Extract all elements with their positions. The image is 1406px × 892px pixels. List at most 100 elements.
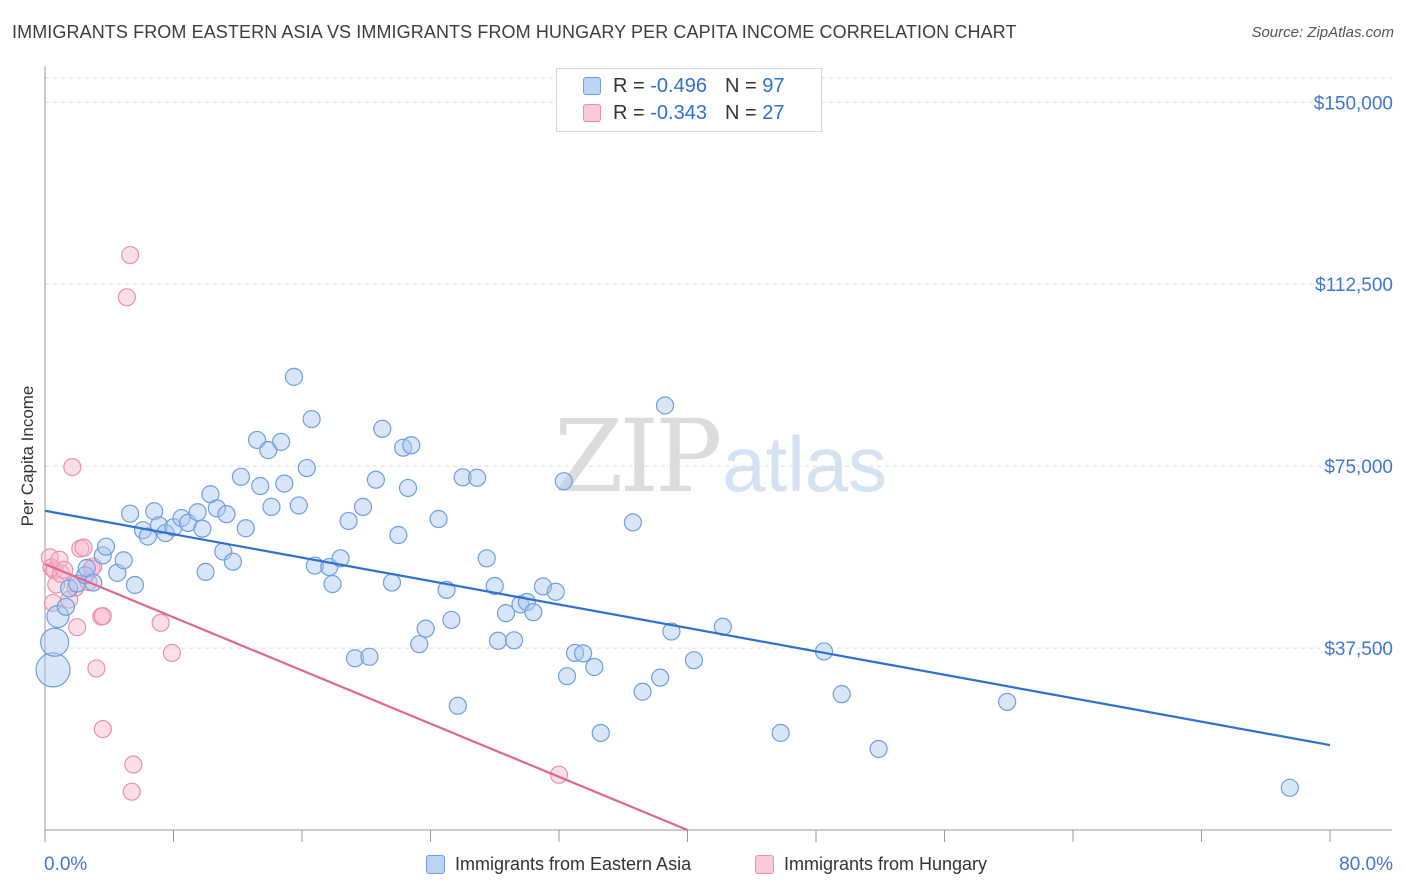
data-point-eastern-asia [546, 582, 565, 601]
grid-lines [45, 77, 1392, 649]
legend-r-value: -0.343 [650, 101, 707, 124]
data-point-eastern-asia [651, 668, 670, 687]
data-point-eastern-asia [40, 627, 70, 657]
data-point-hungary [124, 755, 143, 774]
legend-n-label: N = [724, 101, 757, 124]
data-point-eastern-asia [382, 573, 402, 592]
legend-swatch-pink [583, 104, 601, 122]
data-point-eastern-asia [366, 470, 385, 489]
legend-row-eastern-asia: R = -0.496 N = 97 [583, 74, 784, 98]
data-point-eastern-asia [188, 503, 207, 522]
legend-n-value: 97 [762, 74, 785, 97]
data-point-eastern-asia [360, 647, 379, 666]
data-point-eastern-asia [247, 430, 267, 450]
data-point-eastern-asia [771, 723, 790, 743]
data-point-eastern-asia [236, 519, 255, 538]
legend-n-label: N = [724, 74, 757, 97]
data-point-eastern-asia [223, 552, 243, 571]
data-point-eastern-asia [121, 504, 140, 523]
data-point-hungary [122, 782, 141, 801]
bottom-legend-eastern-asia: Immigrants from Eastern Asia [426, 851, 691, 877]
trend-lines [44, 509, 1331, 832]
correlation-legend: R = -0.496 N = 97 R = -0.343 N = 27 [556, 68, 822, 132]
axes [44, 66, 1392, 842]
legend-swatch-blue [583, 77, 601, 95]
data-point-eastern-asia [442, 610, 461, 630]
eastern-asia-points [35, 367, 1299, 797]
data-point-eastern-asia [453, 468, 472, 487]
data-point-eastern-asia [398, 478, 418, 498]
watermark: ZIPatlas [554, 398, 887, 515]
data-point-eastern-asia [633, 682, 652, 701]
data-point-hungary [93, 719, 112, 739]
data-point-eastern-asia [557, 667, 577, 686]
data-point-eastern-asia [196, 562, 215, 581]
data-point-eastern-asia [591, 723, 610, 743]
data-point-eastern-asia [573, 644, 593, 663]
y-tick-label: $75,000 [1324, 457, 1393, 478]
data-point-hungary [162, 643, 181, 663]
data-point-hungary [68, 618, 87, 637]
data-point-eastern-asia [429, 509, 448, 529]
data-point-hungary [93, 606, 112, 626]
data-point-eastern-asia [684, 651, 704, 670]
data-point-eastern-asia [448, 696, 467, 715]
data-point-eastern-asia [496, 604, 516, 623]
data-point-eastern-asia [410, 635, 429, 654]
legend-n-value: 27 [762, 101, 785, 124]
data-point-hungary [74, 538, 93, 557]
data-point-eastern-asia [524, 603, 543, 622]
data-point-eastern-asia [554, 472, 573, 491]
data-point-eastern-asia [231, 467, 251, 486]
watermark-zip: ZIP [554, 398, 722, 515]
data-point-eastern-asia [655, 396, 675, 415]
watermark-atlas: atlas [722, 420, 888, 508]
data-point-hungary [87, 659, 106, 678]
data-point-eastern-asia [125, 575, 145, 595]
data-point-eastern-asia [145, 502, 164, 521]
data-point-eastern-asia [1280, 778, 1299, 797]
data-point-eastern-asia [504, 631, 524, 650]
data-point-eastern-asia [297, 458, 316, 478]
data-point-eastern-asia [96, 537, 116, 556]
bottom-legend-hungary: Immigrants from Hungary [755, 851, 987, 877]
data-point-eastern-asia [138, 527, 157, 546]
legend-r-value: -0.496 [650, 74, 707, 97]
data-point-eastern-asia [284, 367, 304, 386]
data-point-hungary [50, 550, 69, 569]
data-point-eastern-asia [259, 441, 278, 460]
data-point-eastern-asia [217, 505, 236, 524]
bottom-legend-label: Immigrants from Eastern Asia [455, 853, 692, 874]
data-point-eastern-asia [416, 619, 435, 638]
data-point-eastern-asia [331, 549, 350, 568]
data-point-eastern-asia [207, 499, 226, 518]
data-point-hungary [117, 288, 137, 307]
source-label: Source: ZipAtlas.com [1251, 24, 1394, 41]
data-point-eastern-asia [56, 597, 75, 616]
data-point-eastern-asia [302, 409, 321, 429]
data-point-eastern-asia [251, 476, 270, 496]
data-point-eastern-asia [262, 497, 281, 516]
y-tick-label: $150,000 [1314, 93, 1393, 114]
chart-title: IMMIGRANTS FROM EASTERN ASIA VS IMMIGRAN… [12, 22, 1017, 42]
data-point-eastern-asia [477, 549, 496, 568]
data-point-eastern-asia [402, 436, 421, 455]
trend-line-eastern-asia [44, 509, 1331, 747]
tick-labels: $37,500 $75,000 $112,500 $150,000 0.0% 80.0% [44, 93, 1393, 875]
data-point-eastern-asia [114, 551, 133, 570]
bottom-legend-swatch-pink [755, 854, 774, 874]
data-point-eastern-asia [869, 739, 888, 759]
x-tick-label: 80.0% [1339, 854, 1393, 875]
data-point-eastern-asia [345, 649, 365, 668]
trend-line-hungary [44, 563, 688, 832]
data-point-eastern-asia [998, 692, 1017, 712]
legend-r-label: R = [613, 101, 645, 124]
data-point-hungary [151, 613, 170, 632]
data-point-eastern-asia [389, 525, 408, 545]
x-tick-label: 0.0% [44, 854, 87, 875]
data-point-eastern-asia [272, 432, 291, 451]
y-tick-label: $37,500 [1324, 639, 1393, 660]
legend-row-hungary: R = -0.343 N = 27 [583, 101, 784, 125]
data-point-eastern-asia [485, 576, 504, 596]
